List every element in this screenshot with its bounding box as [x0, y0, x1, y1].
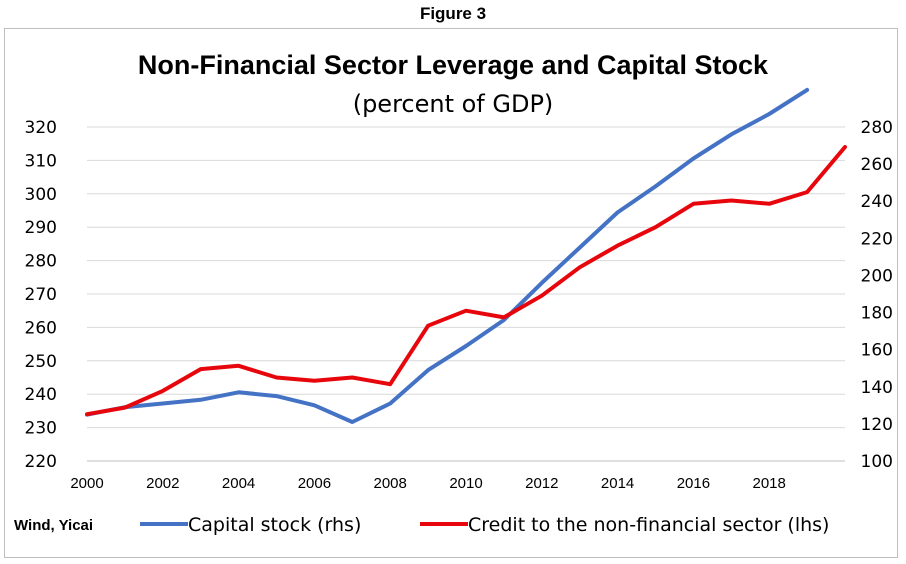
y-right-tick-label: 220: [861, 229, 893, 249]
chart-title: Non-Financial Sector Leverage and Capita…: [138, 50, 769, 80]
source-note: Wind, Yicai: [14, 517, 93, 534]
y-right-tick-label: 140: [861, 378, 893, 398]
y-left-tick-label: 230: [25, 419, 57, 439]
series-lines: [85, 87, 847, 424]
y-left-tick-label: 290: [25, 218, 57, 238]
x-tick-label: 2008: [374, 475, 407, 492]
gridlines: [87, 126, 845, 429]
x-tick-label: 2006: [298, 475, 331, 492]
y-left-tick-label: 300: [25, 185, 57, 205]
capital-stock-line: [85, 87, 810, 424]
y-left-tick-label: 260: [25, 318, 57, 338]
x-tick-label: 2000: [70, 475, 103, 492]
y-right-tick-label: 240: [861, 192, 893, 212]
y-left-tick-label: 270: [25, 285, 57, 305]
x-tick-label: 2012: [525, 475, 558, 492]
x-tick-label: 2014: [601, 475, 634, 492]
y-left-tick-label: 220: [25, 452, 57, 472]
chart-frame: [4, 28, 898, 558]
y-right-tick-label: 260: [861, 155, 893, 175]
y-left-tick-label: 310: [25, 151, 57, 171]
x-tick-label: 2016: [677, 475, 710, 492]
x-tick-label: 2018: [753, 475, 786, 492]
y-left-tick-label: 320: [25, 118, 57, 138]
legend-label-capital-stock: Capital stock (rhs): [188, 514, 361, 536]
chart-subtitle: (percent of GDP): [353, 90, 554, 118]
y-right-tick-label: 180: [861, 304, 893, 324]
y-right-tick-label: 100: [861, 452, 893, 472]
legend: Capital stock (rhs) Credit to the non-fi…: [140, 514, 829, 536]
credit-line: [85, 145, 847, 417]
y-right-tick-label: 200: [861, 266, 893, 286]
x-tick-label: 2004: [222, 475, 255, 492]
legend-label-credit: Credit to the non-financial sector (lhs): [468, 514, 829, 536]
axes: 220 230 240 250 260 270 280 290 300 310 320 100 120 1…: [25, 118, 893, 492]
y-right-tick-label: 120: [861, 415, 893, 435]
x-tick-label: 2010: [449, 475, 482, 492]
y-left-tick-label: 240: [25, 385, 57, 405]
x-tick-label: 2002: [146, 475, 179, 492]
y-left-tick-label: 280: [25, 252, 57, 272]
y-right-tick-label: 160: [861, 341, 893, 361]
y-right-tick-label: 280: [861, 118, 893, 138]
figure-label: Figure 3: [419, 4, 487, 23]
y-left-tick-label: 250: [25, 352, 57, 372]
